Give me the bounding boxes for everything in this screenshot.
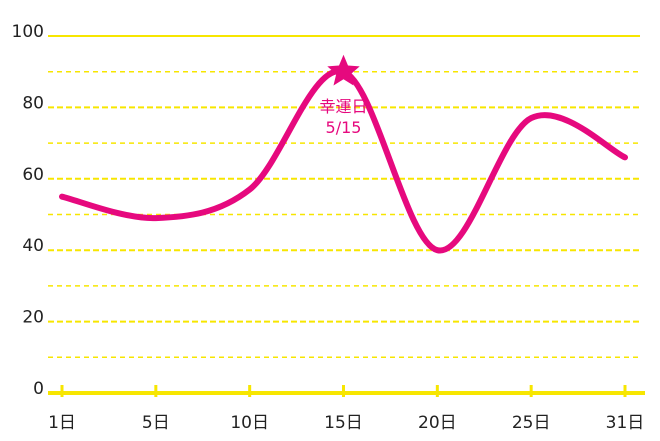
line [59,68,628,254]
x-tick-label: 15日 [324,413,363,433]
y-tick-label: 0 [33,379,44,399]
annotation: 5/15 [326,118,362,137]
x-tick-label: 10日 [230,413,269,433]
x-tick-label: 5日 [142,413,170,433]
y-tick-label: 20 [22,308,44,328]
x-tick-label: 31日 [606,413,645,433]
x-tick-label: 20日 [418,413,457,433]
y-tick-label: 100 [12,22,44,42]
star-marker [327,54,360,86]
y-tick-label: 40 [22,236,44,256]
y-tick-label: 60 [22,165,44,185]
x-tick-label: 25日 [512,413,551,433]
annotation: 幸運日 [319,97,367,116]
y-tick-label: 80 [22,93,44,113]
x-tick-label: 1日 [48,413,76,433]
